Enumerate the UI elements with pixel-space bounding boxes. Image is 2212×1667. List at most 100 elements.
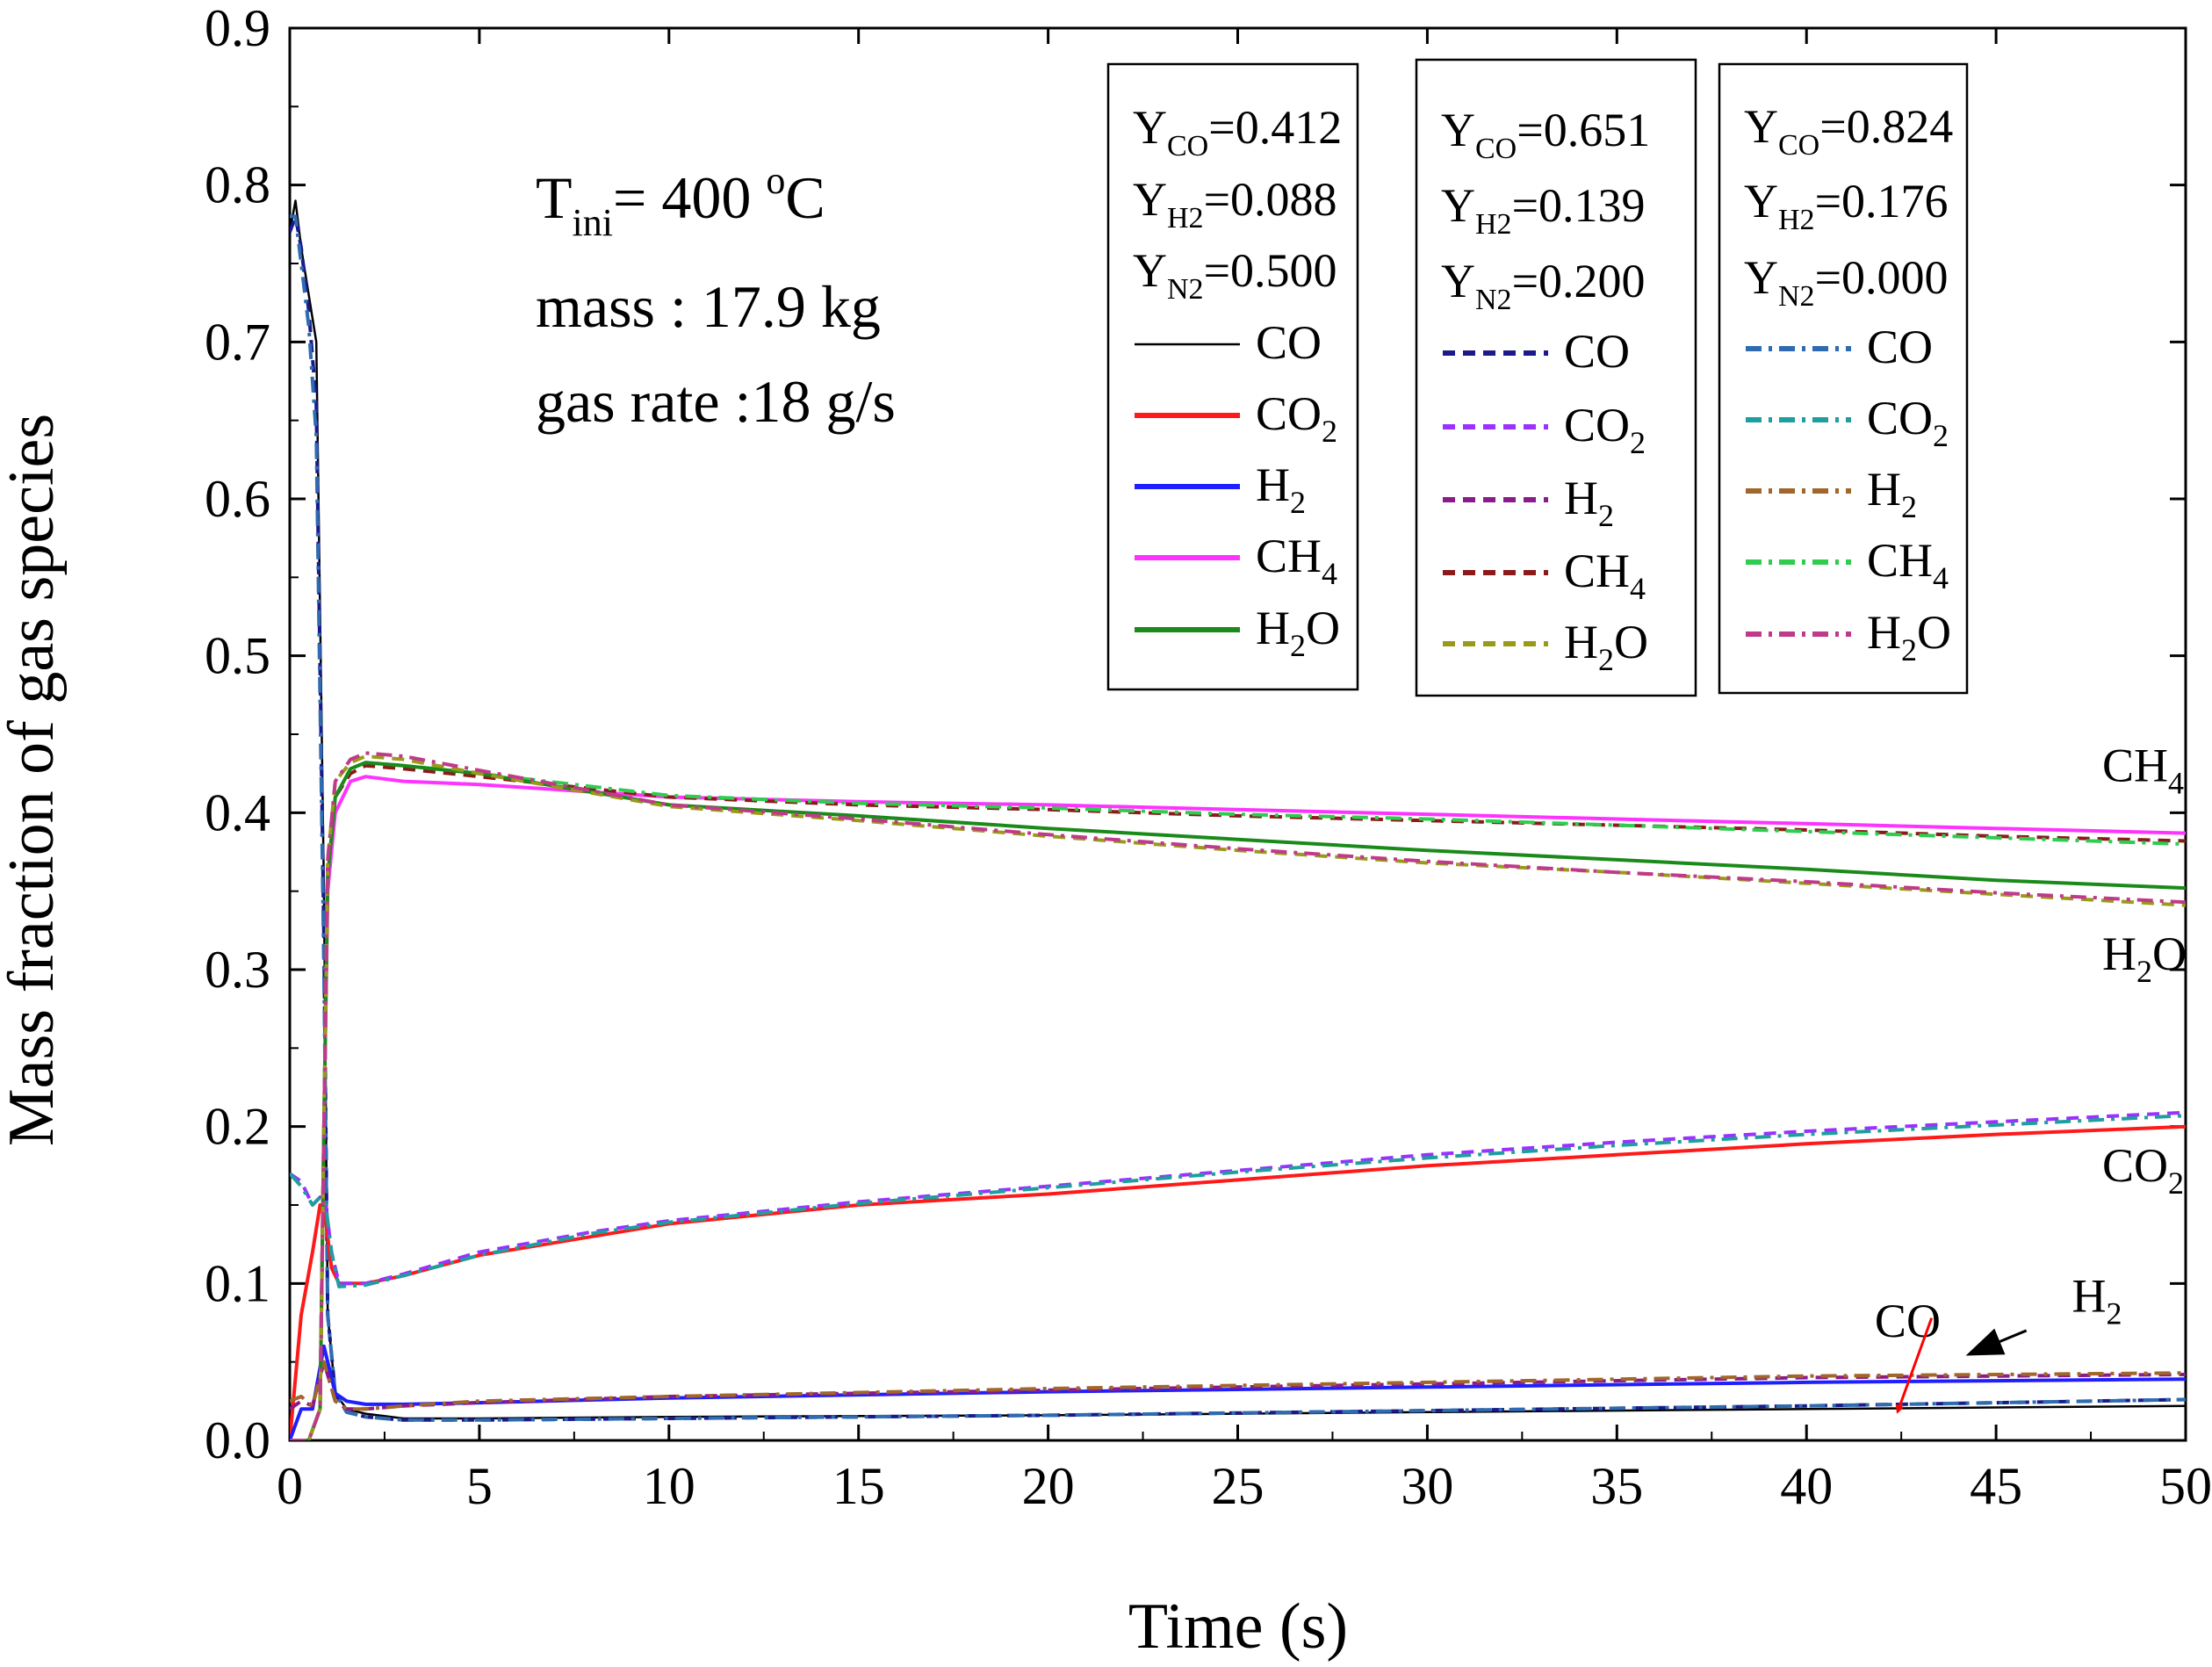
composition-sub: CO xyxy=(1778,129,1819,162)
legend-entry-label: H2O xyxy=(1256,602,1340,663)
tini-base: T xyxy=(536,164,573,231)
legend-composition: YCO=0.824 xyxy=(1744,100,1953,162)
legend-entry-label: H2O xyxy=(1867,606,1951,668)
entry-tail: O xyxy=(1306,602,1340,654)
legend-entry-label: H2 xyxy=(1256,458,1306,520)
composition-base: Y xyxy=(1441,255,1475,307)
annotation-sub: 2 xyxy=(2168,1165,2184,1201)
annotation-ch4: CH4 xyxy=(2102,740,2184,801)
legend-entry-label: CO2 xyxy=(1564,399,1646,460)
composition-sub: H2 xyxy=(1167,202,1204,235)
entry-main: CO xyxy=(1256,316,1322,369)
x-tick-label: 45 xyxy=(1970,1457,2022,1515)
legend-entry-label: CH4 xyxy=(1867,534,1949,595)
legend-composition: YCO=0.412 xyxy=(1133,101,1342,162)
entry-main: CH xyxy=(1256,530,1322,582)
annotation-sub: 4 xyxy=(2168,766,2184,801)
entry-sub: 2 xyxy=(1290,485,1306,520)
composition-value: =0.412 xyxy=(1208,101,1342,154)
tini-unit: C xyxy=(785,164,825,231)
y-tick-label: 0.3 xyxy=(205,941,270,999)
entry-tail: O xyxy=(1917,606,1951,659)
co-arrow xyxy=(1895,1317,1934,1414)
legend-entry-label: CO xyxy=(1564,325,1630,378)
legend-entry-label: CO2 xyxy=(1256,387,1337,449)
composition-value: =0.176 xyxy=(1815,175,1949,227)
x-tick-label: 35 xyxy=(1590,1457,1643,1515)
composition-base: Y xyxy=(1744,100,1778,153)
entry-main: H xyxy=(1867,606,1901,659)
composition-value: =0.000 xyxy=(1815,251,1949,304)
y-tick-label: 0.8 xyxy=(205,156,270,214)
legend-box xyxy=(1415,58,1697,697)
y-tick-label: 0.0 xyxy=(205,1411,270,1469)
composition-sub: N2 xyxy=(1778,280,1815,313)
entry-sub: 2 xyxy=(1901,632,1917,668)
entry-sub: 2 xyxy=(1598,498,1614,533)
x-tick-label: 40 xyxy=(1780,1457,1833,1515)
h2-arrow-head xyxy=(1965,1328,2006,1356)
x-tick-label: 20 xyxy=(1022,1457,1075,1515)
entry-main: CH xyxy=(1867,534,1933,587)
tini-sub: ini xyxy=(573,201,613,244)
entry-main: CO xyxy=(1564,325,1630,378)
composition-base: Y xyxy=(1744,251,1778,304)
annotation-sub: 2 xyxy=(2106,1295,2122,1331)
x-tick-label: 5 xyxy=(466,1457,493,1515)
composition-value: =0.651 xyxy=(1517,104,1650,156)
composition-value: =0.088 xyxy=(1204,173,1337,226)
annotation-tail: O xyxy=(2152,927,2187,980)
condition-tini: Tini= 400 oC xyxy=(536,159,825,244)
entry-main: CH xyxy=(1564,545,1630,597)
legend-composition: YH2=0.088 xyxy=(1133,173,1337,235)
composition-sub: H2 xyxy=(1475,208,1512,241)
entry-main: H xyxy=(1256,602,1290,654)
x-tick-label: 25 xyxy=(1212,1457,1265,1515)
legend-entry-label: CH4 xyxy=(1564,545,1646,606)
x-tick-label: 30 xyxy=(1401,1457,1453,1515)
entry-sub: 2 xyxy=(1901,489,1917,524)
entry-main: CO xyxy=(1564,399,1630,451)
composition-sub: CO xyxy=(1167,130,1208,162)
composition-sub: H2 xyxy=(1778,204,1815,236)
composition-base: Y xyxy=(1133,101,1167,154)
legend-entry-label: CH4 xyxy=(1256,530,1337,591)
legend-entry-label: CO xyxy=(1256,316,1322,369)
entry-sub: 2 xyxy=(1933,418,1949,453)
entry-main: H xyxy=(1256,458,1290,511)
composition-base: Y xyxy=(1744,175,1778,227)
series-line-4 xyxy=(290,1110,2186,1286)
annotation-sub: 2 xyxy=(2136,954,2152,989)
annotation-main: H xyxy=(2071,1269,2106,1322)
y-tick-label: 0.2 xyxy=(205,1098,270,1156)
legend-entry-label: H2 xyxy=(1564,472,1614,533)
series-line-5 xyxy=(290,1114,2186,1288)
conditions: Tini= 400 oC mass : 17.9 kg gas rate :18… xyxy=(536,159,896,435)
condition-mass: mass : 17.9 kg xyxy=(536,273,881,340)
entry-tail: O xyxy=(1614,616,1648,668)
entry-sub: 2 xyxy=(1322,414,1337,449)
entry-main: H xyxy=(1564,616,1598,668)
composition-value: =0.139 xyxy=(1512,179,1646,232)
legend-layer: YCO=0.412YH2=0.088YN2=0.500COCO2H2CH4H2O… xyxy=(1106,58,1969,697)
composition-value: =0.200 xyxy=(1512,255,1646,307)
legend-composition: YCO=0.651 xyxy=(1441,104,1650,165)
series-layer xyxy=(290,199,2186,1440)
legend-composition: YN2=0.500 xyxy=(1133,244,1337,306)
legend-composition: YN2=0.200 xyxy=(1441,255,1646,316)
x-tick-label: 15 xyxy=(832,1457,885,1515)
entry-sub: 4 xyxy=(1933,560,1949,595)
composition-base: Y xyxy=(1133,173,1167,226)
y-axis-title: Mass fraction of gas species xyxy=(0,414,68,1146)
entry-sub: 2 xyxy=(1290,628,1306,663)
y-tick-label: 0.6 xyxy=(205,470,270,528)
legend-entry-label: CO2 xyxy=(1867,392,1949,453)
composition-base: Y xyxy=(1441,104,1475,156)
entry-main: CO xyxy=(1867,321,1933,373)
annotation-co2: CO2 xyxy=(2102,1139,2184,1201)
series-line-14 xyxy=(290,751,2186,1440)
tini-value: = 400 xyxy=(613,164,766,231)
legend-box xyxy=(1718,62,1969,695)
x-tick-label: 0 xyxy=(277,1457,303,1515)
